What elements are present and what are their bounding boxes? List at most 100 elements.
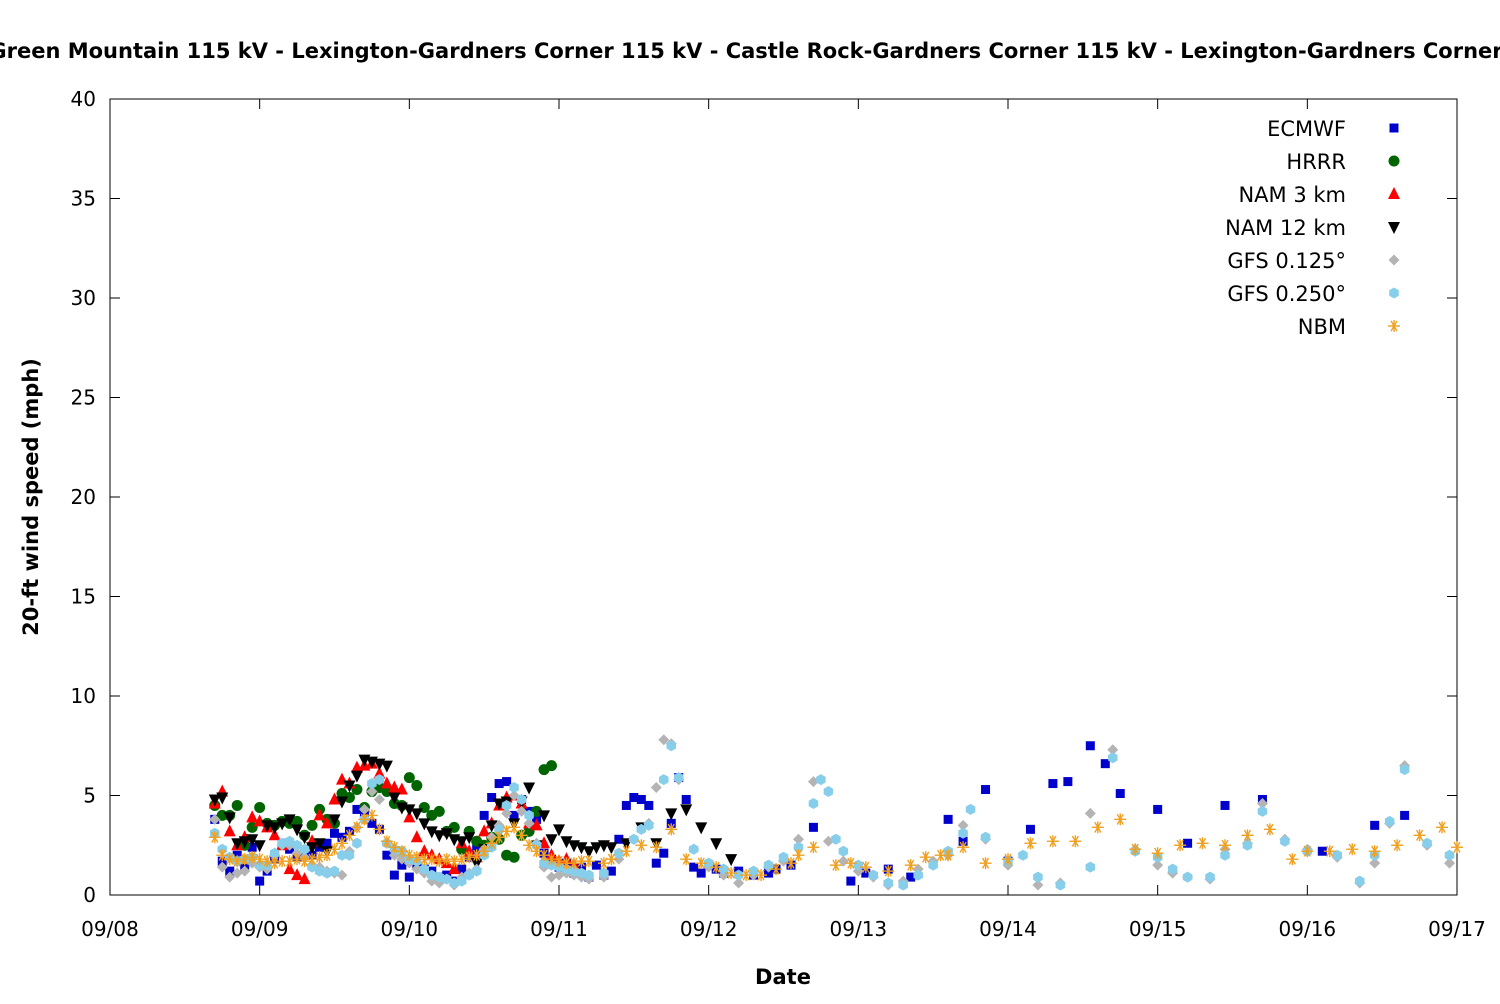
data-point — [440, 853, 453, 866]
data-point — [306, 842, 319, 855]
data-point — [283, 855, 296, 868]
data-point — [254, 801, 266, 813]
data-point — [831, 833, 841, 845]
data-point — [335, 796, 348, 809]
data-point — [1332, 849, 1343, 861]
legend-label: GFS 0.125° — [1227, 249, 1346, 273]
data-point — [1091, 821, 1104, 834]
data-point — [1055, 879, 1066, 891]
data-point — [225, 866, 235, 876]
data-point — [1220, 849, 1230, 861]
data-point — [291, 868, 304, 881]
data-point — [1033, 871, 1043, 883]
data-point — [335, 837, 348, 850]
data-point — [1018, 849, 1028, 861]
series-nbm — [208, 809, 1463, 882]
data-point — [291, 824, 304, 837]
data-point — [651, 858, 661, 868]
data-point — [957, 841, 970, 854]
legend-marker — [1388, 155, 1400, 167]
data-point — [942, 849, 955, 862]
data-point — [981, 785, 991, 795]
data-point — [1241, 829, 1254, 842]
data-point — [395, 782, 408, 795]
data-point — [695, 857, 708, 870]
data-point — [582, 855, 595, 868]
data-point — [366, 786, 378, 798]
legend-label: GFS 0.250° — [1227, 282, 1346, 306]
data-point — [1115, 789, 1125, 799]
x-tick-label: 09/08 — [81, 917, 139, 941]
data-point — [208, 831, 221, 844]
data-point — [838, 845, 849, 857]
data-point — [321, 816, 334, 829]
data-point — [433, 805, 445, 817]
data-point — [276, 818, 289, 831]
data-point — [493, 798, 506, 811]
data-point — [253, 840, 266, 853]
data-point — [313, 851, 326, 864]
data-point — [306, 853, 319, 866]
data-point — [427, 869, 437, 881]
data-point — [665, 808, 678, 821]
data-point — [464, 869, 474, 881]
data-point — [343, 829, 356, 842]
data-point — [261, 855, 274, 868]
data-point — [1301, 845, 1314, 858]
y-axis-label: 20-ft wind speed (mph) — [19, 358, 43, 636]
data-point — [434, 871, 445, 883]
data-point — [1174, 839, 1187, 852]
data-point — [778, 851, 789, 863]
data-point — [343, 780, 356, 793]
data-point — [328, 814, 341, 827]
data-point — [979, 857, 992, 870]
data-point — [1152, 859, 1164, 871]
x-tick-label: 09/15 — [1129, 917, 1187, 941]
data-point — [1048, 779, 1058, 789]
series-gfs-0-125- — [209, 734, 1456, 891]
data-point — [1444, 849, 1455, 861]
data-point — [216, 861, 228, 873]
data-point — [1025, 824, 1035, 834]
data-point — [433, 830, 446, 843]
data-point — [337, 849, 347, 861]
y-tick-label: 25 — [71, 386, 96, 410]
data-point — [523, 782, 536, 795]
data-point — [246, 834, 259, 847]
x-tick-label: 09/10 — [381, 917, 439, 941]
data-point — [382, 850, 392, 860]
data-point — [560, 836, 573, 849]
data-point — [223, 824, 236, 837]
data-point — [367, 778, 377, 790]
data-point — [659, 774, 669, 786]
legend-label: NAM 3 km — [1238, 183, 1346, 207]
data-point — [614, 834, 624, 844]
y-tick-label: 10 — [71, 684, 96, 708]
data-point — [1167, 863, 1178, 875]
data-point — [501, 807, 513, 819]
data-point — [591, 860, 601, 870]
data-point — [433, 855, 446, 868]
data-point — [523, 817, 535, 829]
data-point — [650, 782, 662, 794]
data-point — [247, 842, 257, 852]
data-point — [373, 793, 385, 805]
data-point — [463, 851, 476, 864]
data-point — [501, 799, 512, 811]
data-point — [374, 774, 385, 786]
data-point — [328, 843, 341, 856]
data-point — [298, 832, 311, 845]
data-point — [487, 792, 497, 802]
data-point — [509, 782, 519, 794]
data-point — [553, 824, 565, 837]
data-point — [328, 792, 341, 805]
data-point — [718, 863, 729, 875]
data-point — [425, 853, 438, 866]
data-point — [906, 872, 916, 882]
data-point — [725, 854, 738, 867]
data-point — [1002, 853, 1014, 866]
data-point — [1129, 843, 1142, 856]
data-point — [629, 792, 639, 802]
data-point — [1084, 807, 1096, 819]
data-point — [478, 824, 491, 837]
